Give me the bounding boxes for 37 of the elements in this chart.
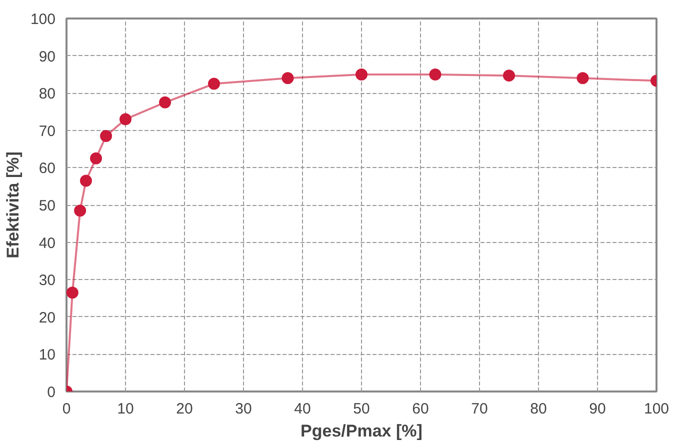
y-tick-label: 30: [38, 272, 56, 290]
y-tick-label: 10: [38, 346, 56, 364]
y-tick-label: 0: [47, 384, 56, 401]
x-axis-title: Pges/Pmax [%]: [300, 422, 422, 440]
x-tick-label: 90: [589, 400, 606, 418]
x-tick-label: 0: [62, 400, 71, 418]
point: [80, 174, 92, 187]
y-tick-label: 100: [30, 11, 56, 28]
x-tick-label: 40: [294, 400, 311, 418]
y-tick-label: 90: [38, 48, 56, 66]
point: [100, 130, 112, 142]
point: [74, 204, 86, 217]
point: [503, 70, 515, 82]
y-axis-title: Efektivita [%]: [3, 152, 22, 258]
point: [282, 72, 294, 84]
point: [90, 152, 102, 164]
point: [429, 68, 442, 80]
point: [120, 113, 132, 126]
y-tick-label: 50: [38, 198, 56, 214]
y-tick-label: 20: [38, 309, 56, 326]
x-tick-label: 10: [117, 400, 134, 418]
y-tick-label: 40: [38, 234, 56, 252]
point: [66, 286, 78, 299]
y-tick-label: 60: [38, 160, 56, 178]
x-tick-label: 20: [176, 400, 193, 418]
x-tick-label: 70: [471, 400, 488, 418]
x-tick-label: 30: [235, 400, 252, 418]
point: [356, 68, 368, 80]
point: [208, 78, 220, 90]
point: [159, 96, 172, 108]
x-tick-label: 100: [644, 400, 670, 418]
x-tick-label: 80: [530, 400, 547, 418]
point: [576, 72, 589, 84]
y-tick-label: 80: [38, 86, 56, 103]
y-tick-label: 70: [38, 122, 56, 140]
x-tick-label: 60: [412, 400, 429, 418]
x-tick-label: 50: [353, 400, 370, 418]
